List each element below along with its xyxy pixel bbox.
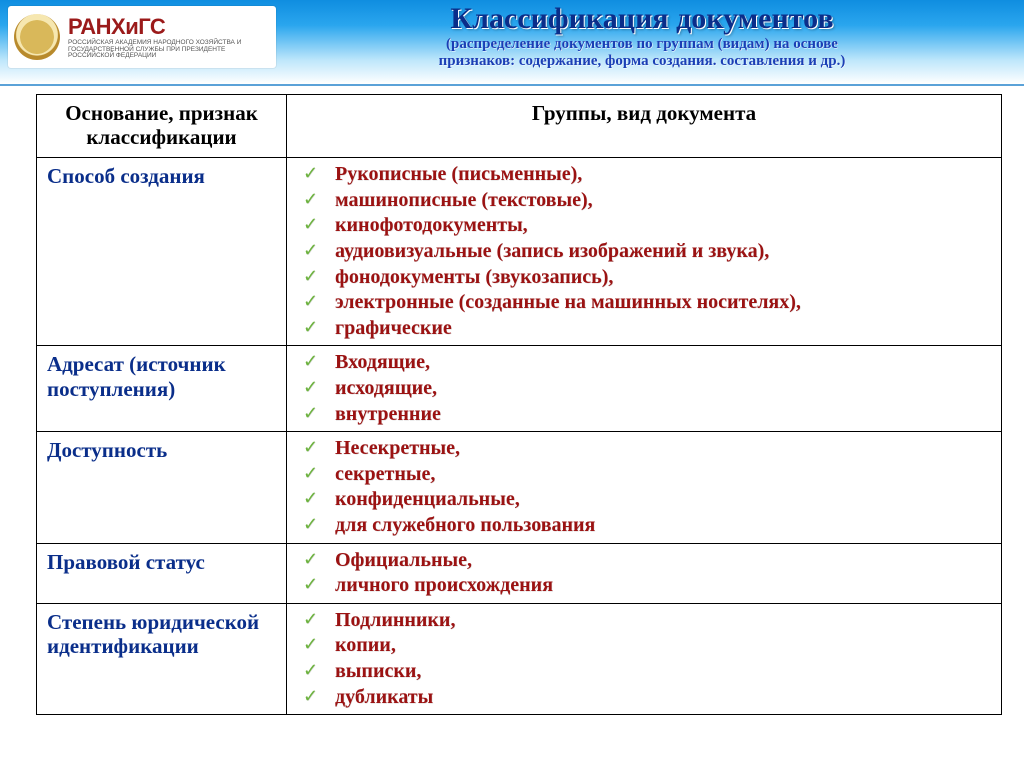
- list-item: фонодокументы (звукозапись),: [321, 265, 997, 291]
- table-row: ДоступностьНесекретные,секретные,конфиде…: [37, 432, 1002, 543]
- table-header-row: Основание, признак классификации Группы,…: [37, 95, 1002, 158]
- table-row: Правовой статус Официальные,личного проис…: [37, 543, 1002, 603]
- list-item: конфиденциальные,: [321, 487, 997, 513]
- page-subtitle-1: (распределение документов по группам (ви…: [280, 36, 1004, 53]
- title-block: Классификация документов (распределение …: [280, 2, 1004, 71]
- header-col1-line1: Основание, признак: [65, 101, 258, 125]
- header-col2: Группы, вид документа: [287, 95, 1002, 158]
- list-item: графические: [321, 316, 997, 342]
- list-item: Входящие,: [321, 350, 997, 376]
- items-list: Несекретные,секретные,конфиденциальные,д…: [303, 436, 997, 538]
- items-list: Подлинники,копии,выписки,дубликаты: [303, 608, 997, 710]
- items-list: Рукописные (письменные),машинописные (те…: [303, 162, 997, 341]
- list-item: секретные,: [321, 462, 997, 488]
- list-item: для служебного пользования: [321, 513, 997, 539]
- list-item: кинофотодокументы,: [321, 213, 997, 239]
- header-band: РАНХиГС РОССИЙСКАЯ АКАДЕМИЯ НАРОДНОГО ХО…: [0, 0, 1024, 86]
- list-item: личного происхождения: [321, 573, 997, 599]
- list-item: исходящие,: [321, 376, 997, 402]
- items-cell: Подлинники,копии,выписки,дубликаты: [287, 603, 1002, 714]
- items-list: Входящие,исходящие,внутренние: [303, 350, 997, 427]
- list-item: выписки,: [321, 659, 997, 685]
- items-cell: Официальные,личного происхождения: [287, 543, 1002, 603]
- classification-table-wrap: Основание, признак классификации Группы,…: [36, 94, 1002, 763]
- list-item: Подлинники,: [321, 608, 997, 634]
- header-col1-line2: классификации: [86, 125, 236, 149]
- list-item: Рукописные (письменные),: [321, 162, 997, 188]
- logo-text: РАНХиГС РОССИЙСКАЯ АКАДЕМИЯ НАРОДНОГО ХО…: [68, 14, 268, 60]
- items-cell: Несекретные,секретные,конфиденциальные,д…: [287, 432, 1002, 543]
- table-row: Адресат (источник поступления)Входящие,и…: [37, 346, 1002, 432]
- items-cell: Входящие,исходящие,внутренние: [287, 346, 1002, 432]
- logo-main: РАНХиГС: [68, 14, 268, 40]
- list-item: копии,: [321, 633, 997, 659]
- table-row: Способ созданияРукописные (письменные),м…: [37, 158, 1002, 346]
- basis-cell: Адресат (источник поступления): [37, 346, 287, 432]
- basis-cell: Способ создания: [37, 158, 287, 346]
- table-body: Способ созданияРукописные (письменные),м…: [37, 158, 1002, 715]
- page-subtitle-2: признаков: содержание, форма создания. с…: [280, 53, 1004, 70]
- table-row: Степень юридической идентификацииПодлинн…: [37, 603, 1002, 714]
- classification-table: Основание, признак классификации Группы,…: [36, 94, 1002, 715]
- page-title: Классификация документов: [280, 2, 1004, 36]
- header-col1: Основание, признак классификации: [37, 95, 287, 158]
- list-item: машинописные (текстовые),: [321, 188, 997, 214]
- list-item: Официальные,: [321, 548, 997, 574]
- basis-cell: Доступность: [37, 432, 287, 543]
- logo-sub: РОССИЙСКАЯ АКАДЕМИЯ НАРОДНОГО ХОЗЯЙСТВА …: [68, 40, 268, 60]
- list-item: дубликаты: [321, 685, 997, 711]
- basis-cell: Степень юридической идентификации: [37, 603, 287, 714]
- emblem-icon: [14, 14, 60, 60]
- logo-block: РАНХиГС РОССИЙСКАЯ АКАДЕМИЯ НАРОДНОГО ХО…: [8, 6, 276, 68]
- items-list: Официальные,личного происхождения: [303, 548, 997, 599]
- basis-cell: Правовой статус: [37, 543, 287, 603]
- list-item: внутренние: [321, 402, 997, 428]
- list-item: аудиовизуальные (запись изображений и зв…: [321, 239, 997, 265]
- items-cell: Рукописные (письменные),машинописные (те…: [287, 158, 1002, 346]
- list-item: Несекретные,: [321, 436, 997, 462]
- list-item: электронные (созданные на машинных носит…: [321, 290, 997, 316]
